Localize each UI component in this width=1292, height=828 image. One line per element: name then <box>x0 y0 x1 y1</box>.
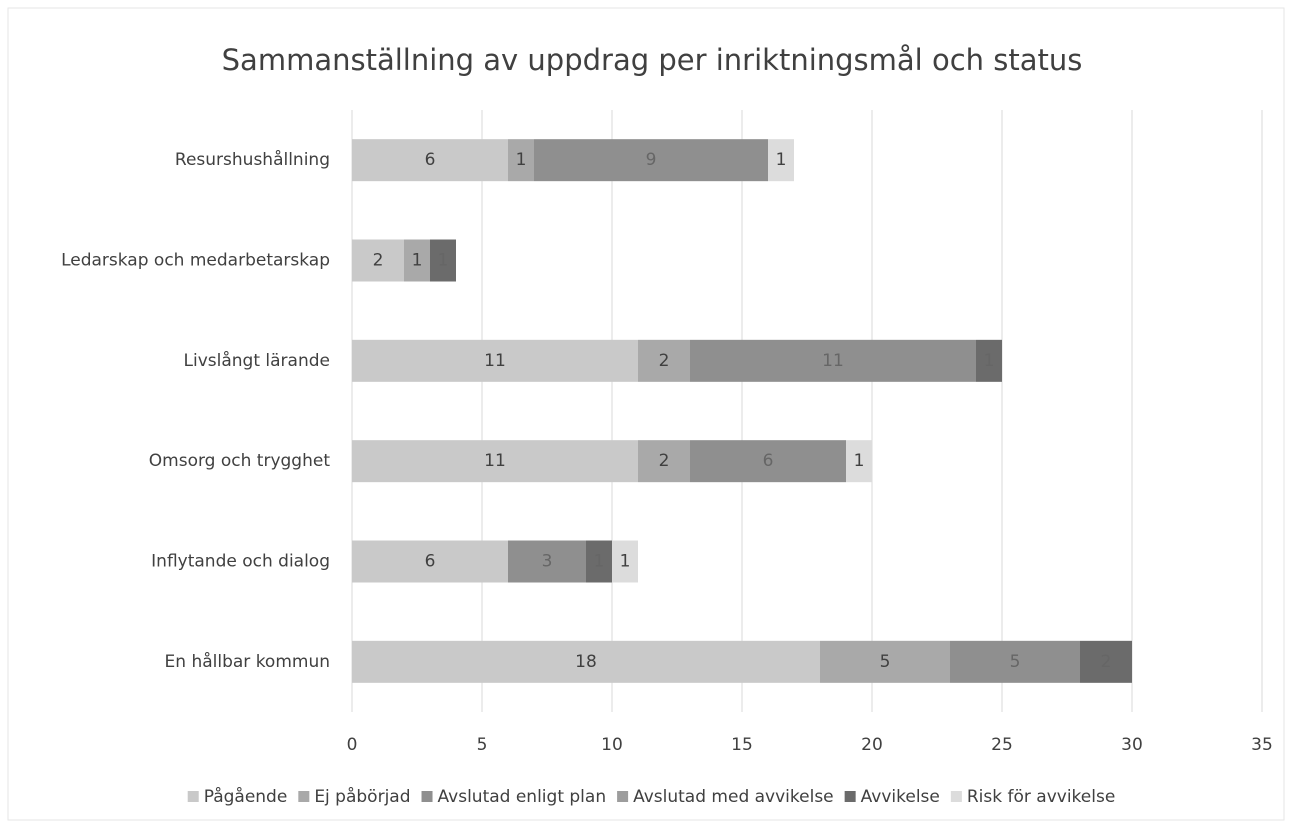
data-label: 11 <box>484 351 506 371</box>
legend-swatch <box>617 791 629 802</box>
bar-segment <box>950 640 1080 683</box>
data-label: 1 <box>620 552 631 572</box>
y-tick-label: Inflytande och dialog <box>151 552 330 572</box>
bar-segment <box>612 540 638 583</box>
data-label: 6 <box>425 150 436 170</box>
bar-segment <box>820 640 950 683</box>
x-tick-label: 0 <box>347 735 358 755</box>
bar-segment <box>508 540 586 583</box>
data-label: 2 <box>1101 652 1112 672</box>
data-label: 2 <box>373 251 384 271</box>
legend-label: Pågående <box>204 786 288 807</box>
bar-segment <box>352 239 404 282</box>
chart-frame <box>7 7 1285 821</box>
x-tick-label: 25 <box>991 735 1013 755</box>
bar-segment <box>846 440 872 483</box>
data-label: 11 <box>484 451 506 471</box>
x-tick-label: 30 <box>1121 735 1143 755</box>
bar-segment <box>690 339 976 382</box>
bar-segment <box>352 440 638 483</box>
bar-segment <box>508 139 534 182</box>
data-label: 5 <box>880 652 891 672</box>
bar-segment <box>404 239 430 282</box>
data-label: 1 <box>516 150 527 170</box>
data-label: 2 <box>659 351 670 371</box>
data-label: 1 <box>984 351 995 371</box>
legend-label: Avslutad enligt plan <box>438 787 607 807</box>
data-label: 6 <box>763 451 774 471</box>
bar-segment <box>352 139 508 182</box>
data-label: 1 <box>438 251 449 271</box>
data-label: 5 <box>1010 652 1021 672</box>
bar-segment <box>352 540 508 583</box>
y-tick-label: Resurshushållning <box>175 149 330 170</box>
bar-segment <box>534 139 768 182</box>
x-tick-label: 5 <box>477 735 488 755</box>
legend-swatch <box>950 791 962 802</box>
y-tick-label: En hållbar kommun <box>165 651 330 672</box>
legend-swatch <box>421 791 433 802</box>
data-label: 18 <box>575 652 597 672</box>
data-label: 1 <box>776 150 787 170</box>
legend-label: Avvikelse <box>861 787 940 807</box>
bar-segment <box>976 339 1002 382</box>
x-tick-label: 35 <box>1251 735 1273 755</box>
bar-segment <box>352 339 638 382</box>
bar-segment <box>586 540 612 583</box>
data-label: 1 <box>854 451 865 471</box>
bar-segment <box>1080 640 1132 683</box>
legend-swatch <box>187 791 199 802</box>
x-tick-label: 10 <box>601 735 623 755</box>
legend-swatch <box>298 791 310 802</box>
data-label: 9 <box>646 150 657 170</box>
data-label: 6 <box>425 552 436 572</box>
y-tick-label: Omsorg och trygghet <box>149 451 331 471</box>
legend-label: Avslutad med avvikelse <box>633 787 834 807</box>
bar-segment <box>352 640 820 683</box>
y-tick-label: Livslångt lärande <box>184 350 330 371</box>
chart-title: Sammanställning av uppdrag per inriktnin… <box>222 43 1083 77</box>
y-tick-label: Ledarskap och medarbetarskap <box>61 251 330 271</box>
legend-label: Ej påbörjad <box>314 786 410 807</box>
data-label: 3 <box>542 552 553 572</box>
data-label: 1 <box>594 552 605 572</box>
data-label: 2 <box>659 451 670 471</box>
bar-segment <box>768 139 794 182</box>
x-tick-label: 15 <box>731 735 753 755</box>
bar-segment <box>638 339 690 382</box>
data-label: 1 <box>412 251 423 271</box>
bar-segment <box>638 440 690 483</box>
legend-swatch <box>844 791 856 802</box>
data-label: 11 <box>822 351 844 371</box>
bar-segment <box>690 440 846 483</box>
bar-segment <box>430 239 456 282</box>
legend-label: Risk för avvikelse <box>967 787 1115 807</box>
x-tick-label: 20 <box>861 735 883 755</box>
